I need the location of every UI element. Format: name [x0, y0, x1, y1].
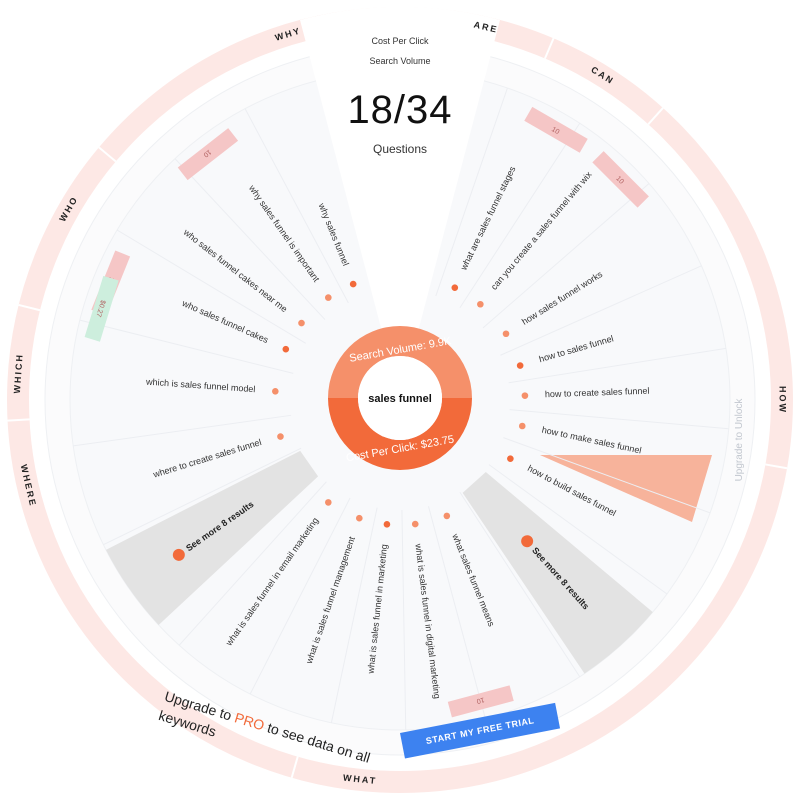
question-dot [272, 387, 279, 395]
spoke-line [503, 437, 711, 514]
spoke-line [178, 481, 327, 646]
category-divider [98, 146, 117, 163]
spoke-line [249, 497, 351, 695]
metric-badge: $0.27 [84, 275, 119, 342]
badge-value: 10 [550, 126, 560, 136]
question-dot [349, 280, 357, 288]
category-divider [351, 9, 356, 32]
see-more-sector[interactable] [462, 471, 653, 674]
metric-badge: 10 [592, 151, 649, 208]
spoke-line [73, 414, 292, 447]
question-dot [277, 433, 284, 440]
category-label[interactable]: HOW [778, 386, 788, 414]
question-dot [282, 345, 290, 353]
badge-bg [84, 275, 119, 342]
spoke-line [427, 506, 486, 719]
question-dot [451, 284, 459, 291]
search-volume-ring [328, 326, 472, 398]
question-dot [516, 362, 524, 369]
center-keyword: sales funnel [368, 393, 432, 405]
question-dot [298, 319, 305, 327]
spoke-line [488, 464, 668, 595]
question-count-label: Questions [372, 142, 428, 156]
spoke-line [435, 87, 508, 297]
category-divider [765, 463, 788, 470]
spoke-line [508, 347, 727, 384]
badge-bg [177, 128, 239, 181]
badge-value: 10 [202, 148, 213, 158]
category-divider [290, 756, 299, 779]
question-dot [325, 294, 332, 301]
badge-value: 10 [614, 175, 625, 186]
spoke-line [174, 158, 326, 320]
question-dot [356, 514, 363, 522]
question-dot [411, 520, 419, 528]
spoke-line [116, 229, 306, 344]
chevron-icon [521, 535, 534, 548]
metric-badge: 10 [524, 106, 588, 153]
category-divider [544, 37, 555, 59]
see-more-sector[interactable] [105, 450, 319, 626]
category-divider [647, 107, 664, 125]
question-dot [502, 330, 510, 338]
spoke-line [459, 491, 581, 678]
badge-value: $0.27 [94, 299, 106, 318]
question-dot [477, 300, 484, 308]
category-divider [7, 418, 30, 422]
question-dot [325, 499, 332, 506]
badge-bg [447, 685, 514, 718]
spoke-line [79, 319, 294, 374]
spoke-line [401, 509, 407, 730]
center-core [358, 356, 442, 440]
cpc-ring [328, 398, 472, 470]
spoke-line [482, 183, 650, 329]
highlight-sector [540, 455, 712, 522]
search-volume-metric-label: Search Volume [369, 56, 431, 66]
category-label[interactable]: WHICH [12, 353, 25, 394]
spoke-line [244, 108, 349, 304]
question-dot [507, 455, 514, 462]
question-dot [443, 512, 451, 520]
spoke-line [500, 265, 702, 356]
question-dot [383, 521, 391, 528]
spoke-line [509, 409, 729, 430]
spoke-line [330, 507, 378, 723]
badge-bg [524, 106, 588, 153]
badge-value: 10 [476, 696, 485, 705]
badge-bg [592, 151, 649, 208]
question-dot [521, 392, 529, 399]
metric-badge: 10 [447, 685, 514, 718]
upgrade-unlock-label[interactable]: Upgrade to Unlock [734, 398, 745, 482]
question-count: 18/34 [347, 88, 453, 132]
question-label[interactable]: how to create sales funnel [545, 386, 650, 400]
cpc-metric-label: Cost Per Click [371, 36, 429, 46]
header-wedge [300, 6, 500, 400]
spoke-line [103, 447, 302, 546]
metric-badge: 10 [177, 128, 239, 181]
question-dot [518, 422, 526, 430]
chevron-icon [172, 548, 185, 561]
category-label[interactable]: WHAT [343, 773, 378, 787]
spoke-line [459, 122, 581, 309]
category-divider [18, 303, 41, 312]
